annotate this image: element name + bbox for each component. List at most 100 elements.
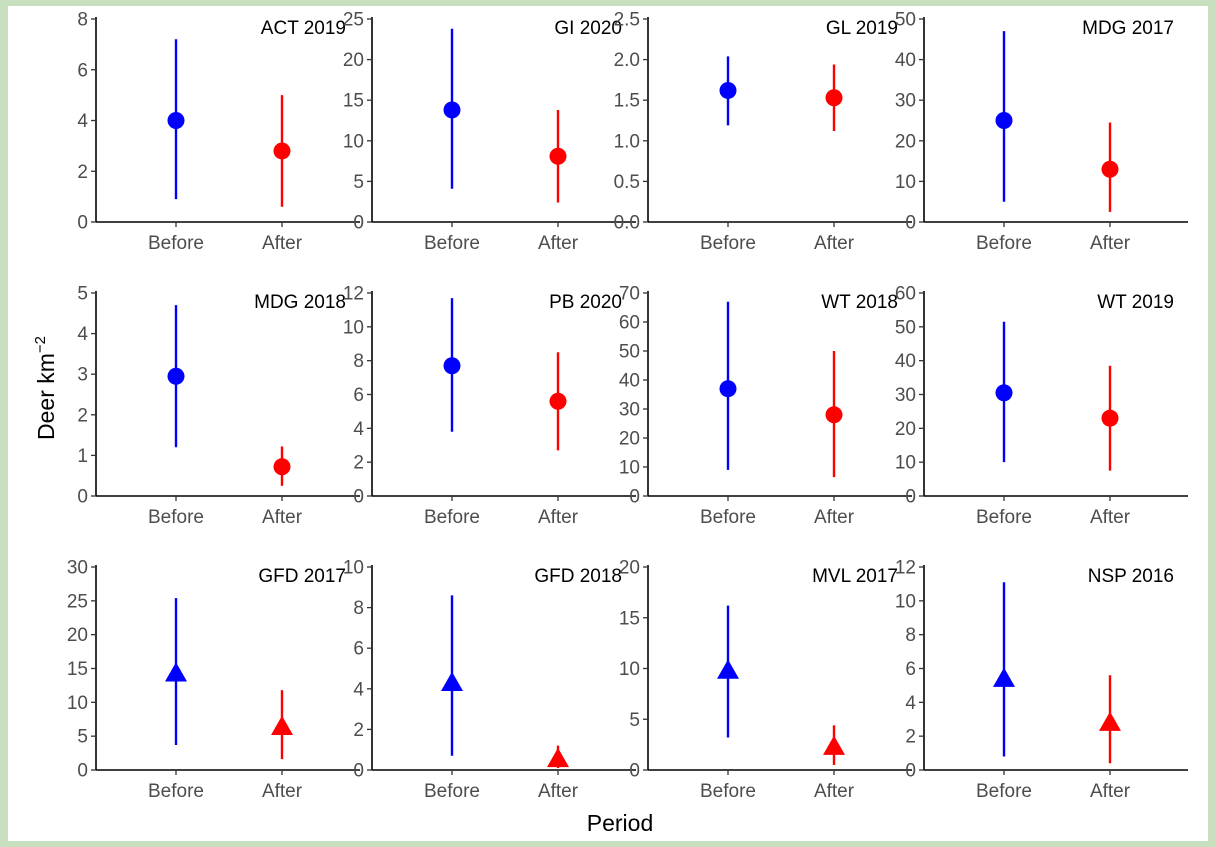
y-tick-label: 8 — [77, 10, 88, 31]
y-tick-label: 1 — [77, 446, 88, 467]
y-tick-label: 6 — [353, 639, 364, 660]
y-tick-label: 30 — [67, 558, 88, 579]
panel-gi-2020: 0 5 10 15 20 25 Before After GI 2020 — [343, 10, 636, 254]
x-tick-label-before: Before — [700, 781, 756, 802]
point-marker-before — [719, 81, 737, 99]
y-tick-label: 50 — [619, 342, 640, 363]
y-tick-label: 0 — [629, 761, 640, 782]
panel-title: GI 2020 — [554, 18, 622, 39]
y-tick-label: 10 — [343, 317, 364, 338]
y-axis-label-main: Deer km — [33, 353, 59, 440]
x-tick-label-after: After — [538, 507, 579, 528]
y-tick-label: 5 — [77, 727, 88, 748]
y-tick-label: 0 — [77, 487, 88, 508]
panel-act-2019: 0 2 4 6 8 Before After ACT 2019 — [77, 10, 360, 254]
y-tick-label: 50 — [895, 317, 916, 338]
y-tick-label: 0 — [77, 213, 88, 234]
panel-title: MVL 2017 — [812, 566, 898, 587]
y-tick-label: 20 — [619, 558, 640, 579]
y-tick-label: 40 — [895, 351, 916, 372]
y-tick-label: 10 — [619, 659, 640, 680]
point-marker-after — [823, 735, 845, 755]
y-tick-label: 20 — [895, 131, 916, 152]
y-tick-label: 40 — [895, 50, 916, 71]
y-tick-label: 0 — [905, 487, 916, 508]
y-tick-label: 6 — [353, 385, 364, 406]
panel-title: MDG 2018 — [254, 292, 346, 313]
x-tick-label-after: After — [1090, 233, 1131, 254]
panel-gfd-2017: 0 5 10 15 20 25 30 Before After GFD 2017 — [67, 558, 360, 802]
panel-pb-2020: 0 2 4 6 8 10 12 Before After PB 2020 — [343, 284, 636, 528]
figure-frame: 0 2 4 6 8 Before After ACT 2019 0 5 10 15 20 25 Before… — [8, 6, 1208, 841]
panel-mdg-2017: 0 10 20 30 40 50 Before After MDG 2017 — [895, 10, 1188, 254]
y-tick-label: 0 — [905, 213, 916, 234]
x-tick-label-after: After — [814, 507, 855, 528]
y-tick-label: 2 — [905, 727, 916, 748]
y-tick-label: 10 — [895, 172, 916, 193]
y-tick-label: 1.0 — [614, 131, 640, 152]
y-tick-label: 2 — [77, 162, 88, 183]
x-tick-label-after: After — [262, 233, 303, 254]
point-marker-after — [273, 458, 291, 476]
y-tick-label: 8 — [353, 598, 364, 619]
point-marker-before — [165, 662, 187, 682]
y-tick-label: 25 — [343, 10, 364, 31]
y-tick-label: 15 — [67, 659, 88, 680]
y-tick-label: 20 — [895, 419, 916, 440]
y-tick-label: 10 — [895, 453, 916, 474]
panel-title: PB 2020 — [549, 292, 622, 313]
y-tick-label: 12 — [343, 284, 364, 305]
x-tick-label-before: Before — [976, 233, 1032, 254]
y-tick-label: 4 — [77, 324, 88, 345]
y-tick-label: 0 — [353, 487, 364, 508]
y-tick-label: 20 — [343, 50, 364, 71]
panel-gfd-2018: 0 2 4 6 8 10 Before After GFD 2018 — [343, 558, 636, 802]
x-tick-label-after: After — [1090, 781, 1131, 802]
point-marker-before — [443, 357, 461, 375]
y-tick-label: 60 — [895, 284, 916, 305]
y-tick-label: 4 — [353, 679, 364, 700]
x-tick-label-before: Before — [700, 233, 756, 254]
y-tick-label: 5 — [353, 172, 364, 193]
y-tick-label: 25 — [67, 591, 88, 612]
y-tick-label: 4 — [905, 693, 916, 714]
point-marker-after — [549, 147, 567, 165]
panel-title: ACT 2019 — [261, 18, 346, 39]
x-tick-label-before: Before — [424, 781, 480, 802]
y-tick-label: 5 — [77, 284, 88, 305]
x-tick-label-after: After — [814, 781, 855, 802]
y-tick-label: 5 — [629, 710, 640, 731]
y-tick-label: 0 — [353, 213, 364, 234]
y-tick-label: 2 — [353, 720, 364, 741]
y-tick-label: 50 — [895, 10, 916, 31]
y-tick-label: 60 — [619, 313, 640, 334]
panel-title: GFD 2017 — [258, 566, 346, 587]
point-marker-before — [995, 384, 1013, 402]
panel-title: GL 2019 — [826, 18, 898, 39]
x-tick-label-after: After — [538, 233, 579, 254]
point-marker-after — [273, 142, 291, 160]
x-tick-label-before: Before — [700, 507, 756, 528]
y-tick-label: 8 — [353, 351, 364, 372]
y-tick-label: 10 — [619, 458, 640, 479]
y-tick-label: 0.5 — [614, 172, 640, 193]
y-tick-label: 10 — [343, 558, 364, 579]
x-tick-label-before: Before — [148, 233, 204, 254]
point-marker-before — [717, 659, 739, 679]
y-tick-label: 1.5 — [614, 91, 640, 112]
x-tick-label-after: After — [262, 507, 303, 528]
x-tick-label-after: After — [538, 781, 579, 802]
panel-wt-2019: 0 10 20 30 40 50 60 Before After WT 2019 — [895, 284, 1188, 528]
x-tick-label-after: After — [262, 781, 303, 802]
point-marker-after — [1101, 160, 1119, 178]
x-tick-label-before: Before — [148, 781, 204, 802]
x-tick-label-after: After — [814, 233, 855, 254]
panel-title: WT 2018 — [821, 292, 898, 313]
panel-title: GFD 2018 — [534, 566, 622, 587]
point-marker-before — [167, 112, 185, 129]
x-tick-label-before: Before — [148, 507, 204, 528]
y-tick-label: 6 — [77, 60, 88, 81]
y-tick-label: 40 — [619, 371, 640, 392]
